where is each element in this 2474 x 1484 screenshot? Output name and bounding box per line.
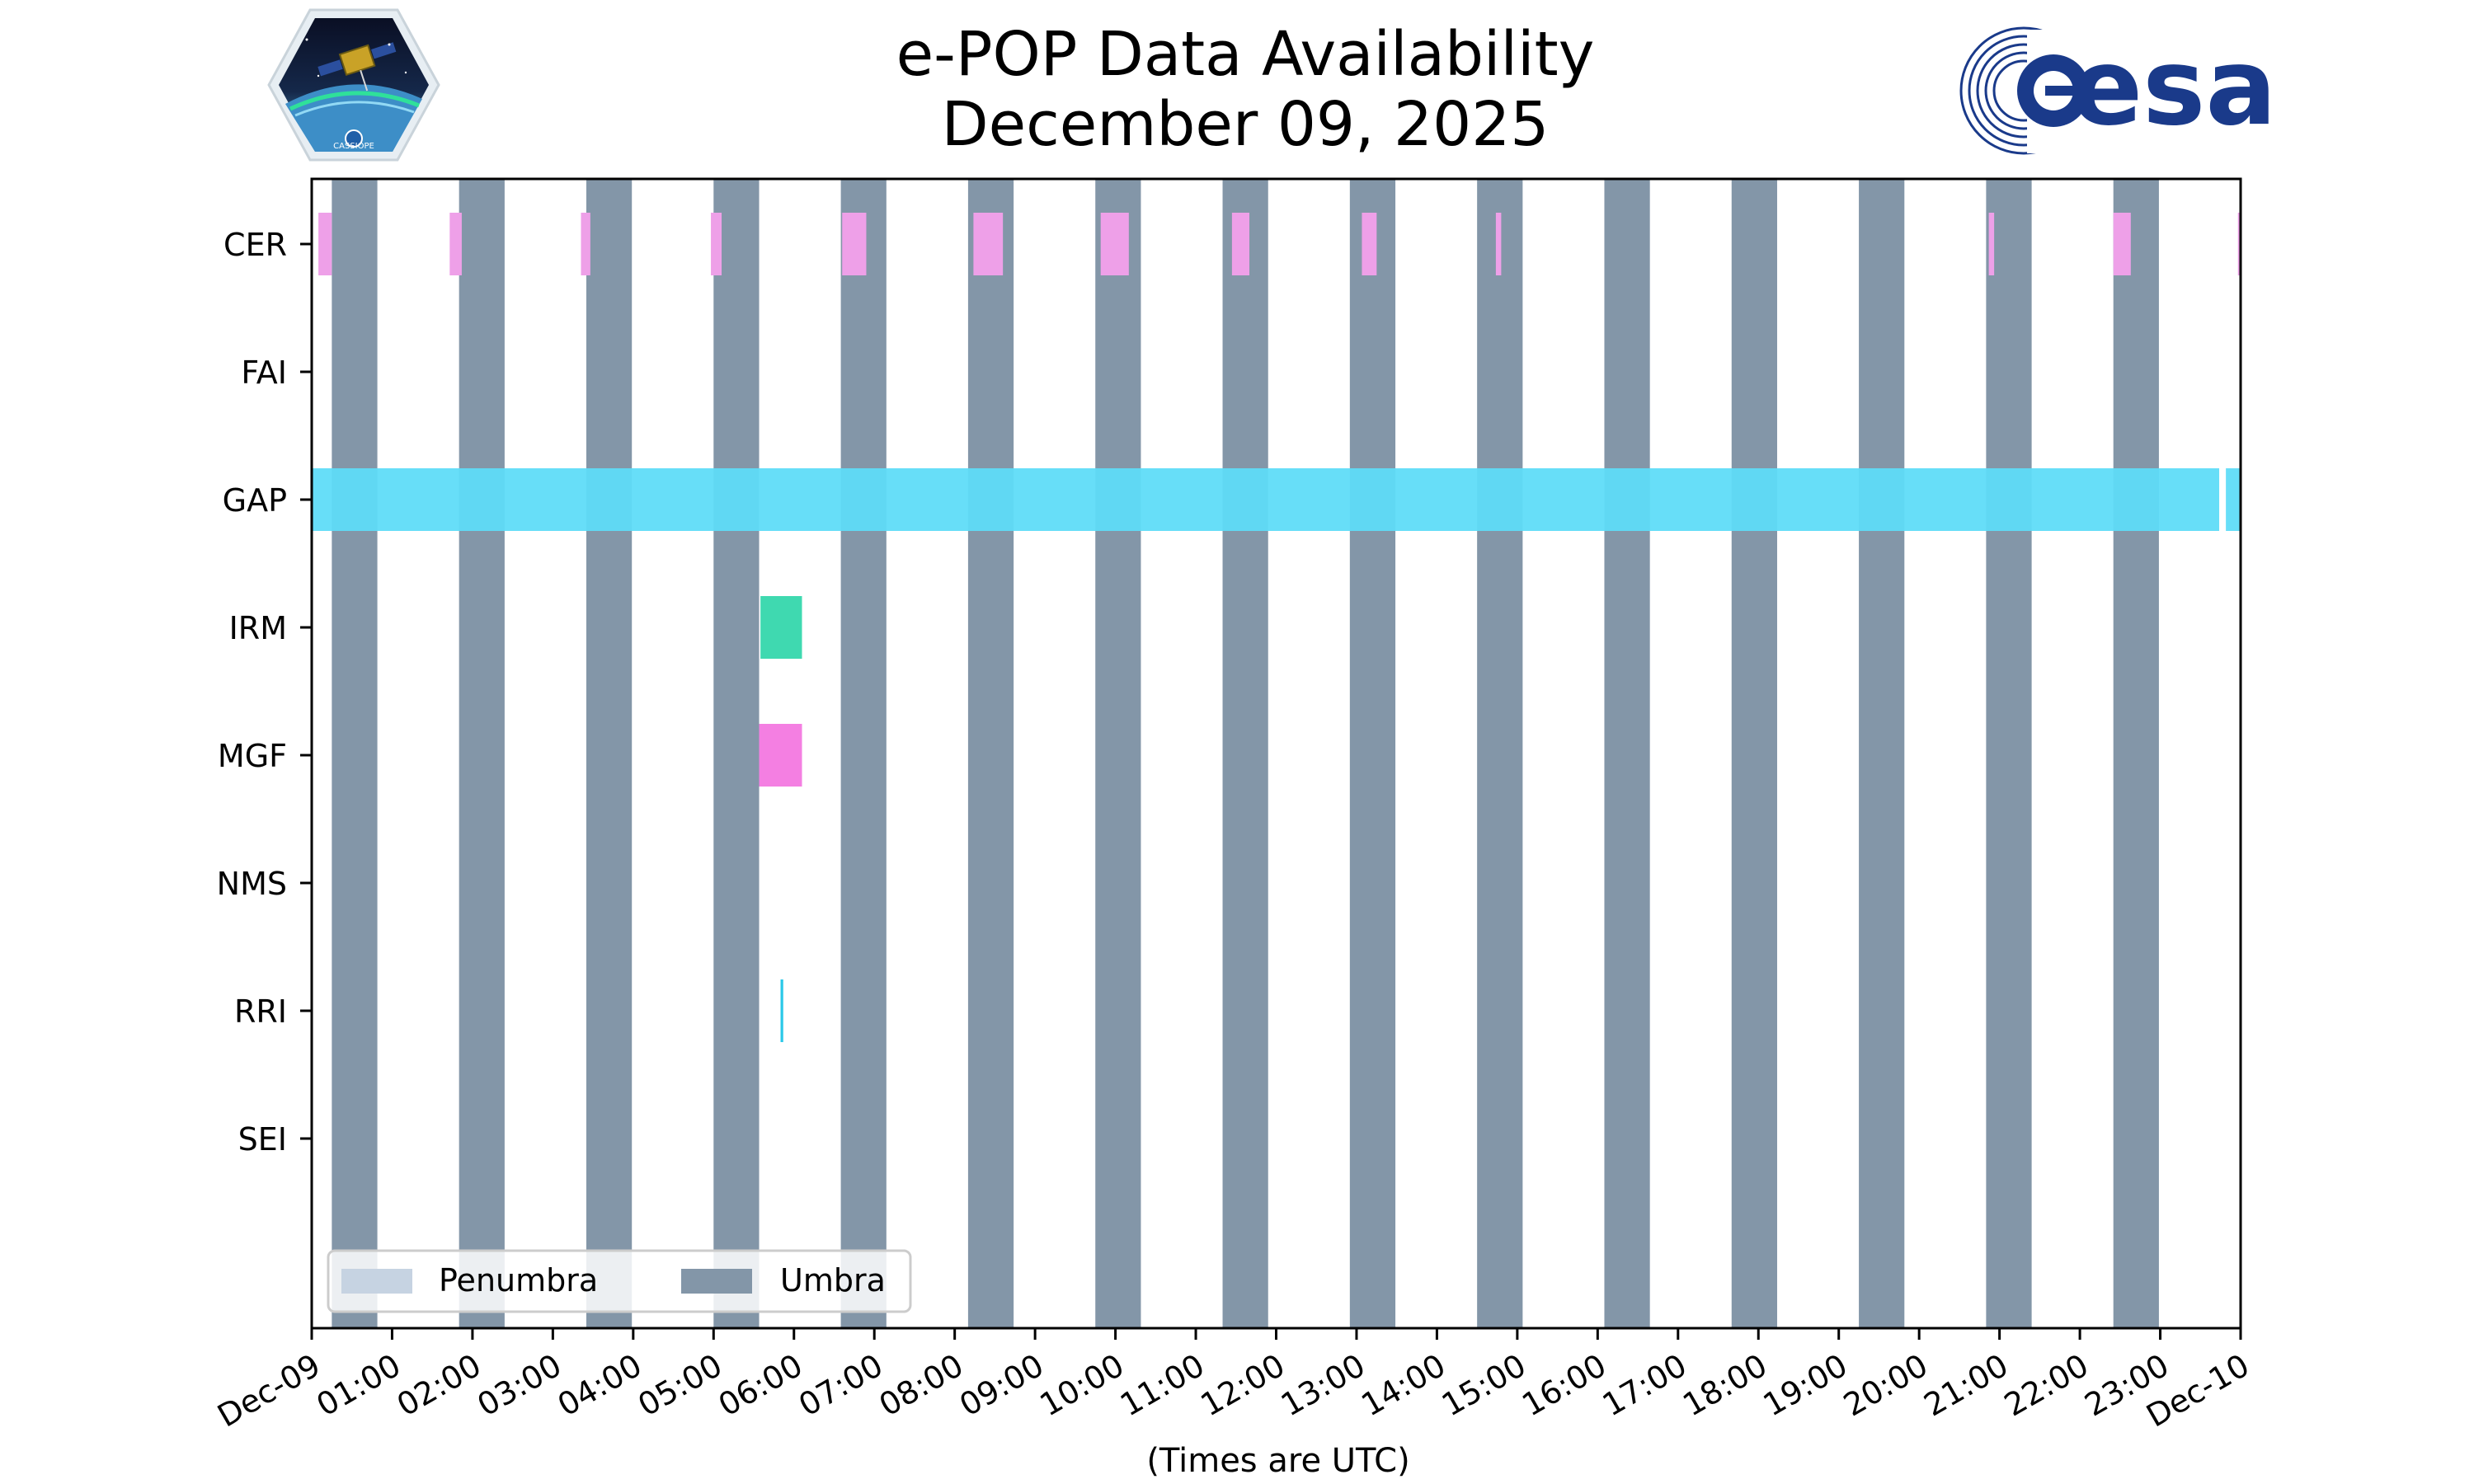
availability-bar-cer xyxy=(1100,213,1129,275)
x-tick-label: 14:00 xyxy=(1355,1347,1451,1424)
chart-title: e-POP Data Availability December 09, 202… xyxy=(833,20,1658,160)
umbra-band xyxy=(1095,179,1141,1328)
x-tick-label: 07:00 xyxy=(793,1347,889,1424)
availability-bar-gap xyxy=(312,468,2220,531)
availability-bar-cer xyxy=(1362,213,1377,275)
x-tick-label: 16:00 xyxy=(1516,1347,1612,1424)
x-tick-label: 03:00 xyxy=(471,1347,567,1424)
y-tick-label: IRM xyxy=(229,610,287,646)
availability-bar-cer xyxy=(711,213,722,275)
x-tick-label: 02:00 xyxy=(391,1347,487,1424)
availability-bar-mgf xyxy=(759,724,802,787)
legend-label-umbra: Umbra xyxy=(780,1262,886,1298)
umbra-band xyxy=(1986,179,2032,1328)
availability-bar-irm xyxy=(760,596,802,659)
availability-bar-rri xyxy=(780,979,783,1042)
x-tick-label: 20:00 xyxy=(1837,1347,1934,1424)
x-tick-label: 12:00 xyxy=(1194,1347,1291,1424)
x-tick-label: 06:00 xyxy=(713,1347,809,1424)
umbra-band xyxy=(1859,179,1905,1328)
legend: Penumbra Umbra xyxy=(327,1249,912,1313)
y-tick-label: FAI xyxy=(241,355,287,391)
y-tick-label: NMS xyxy=(217,866,287,902)
umbra-band xyxy=(840,179,887,1328)
x-tick-label: 22:00 xyxy=(1998,1347,2095,1424)
umbra-band xyxy=(713,179,760,1328)
plot-area xyxy=(312,179,2241,1328)
y-tick-label: SEI xyxy=(238,1121,287,1158)
x-tick-label: 10:00 xyxy=(1034,1347,1131,1424)
legend-label-penumbra: Penumbra xyxy=(439,1262,598,1298)
umbra-band xyxy=(1731,179,1777,1328)
x-tick-label: 01:00 xyxy=(310,1347,407,1424)
esa-logo: esa xyxy=(1959,26,2277,155)
availability-bar-gap xyxy=(2226,468,2241,531)
chart-title-line1: e-POP Data Availability xyxy=(896,19,1595,90)
availability-bar-cer xyxy=(1231,213,1250,275)
availability-bar-cer xyxy=(2113,213,2131,275)
umbra-band xyxy=(1349,179,1396,1328)
x-tick-label: 18:00 xyxy=(1677,1347,1773,1424)
x-tick-label: 05:00 xyxy=(632,1347,728,1424)
x-tick-label: 04:00 xyxy=(552,1347,648,1424)
chart-title-line2: December 09, 2025 xyxy=(941,89,1550,160)
x-tick-label: 13:00 xyxy=(1275,1347,1371,1424)
x-tick-label: 11:00 xyxy=(1114,1347,1211,1424)
umbra-band xyxy=(967,179,1014,1328)
cassiope-logo-text: CASSIOPE xyxy=(333,142,374,151)
umbra-band xyxy=(586,179,633,1328)
y-tick-label: GAP xyxy=(223,482,287,519)
availability-bar-cer xyxy=(842,213,867,275)
availability-bar-cer xyxy=(2237,213,2241,275)
x-axis-label: (Times are UTC) xyxy=(1146,1442,1410,1480)
x-tick-label: Dec-09 xyxy=(211,1347,326,1435)
umbra-band xyxy=(1222,179,1268,1328)
legend-swatch-umbra xyxy=(681,1269,752,1294)
availability-bar-cer xyxy=(581,213,590,275)
availability-bar-cer xyxy=(449,213,462,275)
legend-swatch-penumbra xyxy=(341,1269,412,1294)
availability-bar-cer xyxy=(1495,213,1502,275)
esa-logo-text: esa xyxy=(2071,26,2276,149)
x-tick-label: 17:00 xyxy=(1597,1347,1693,1424)
umbra-band xyxy=(332,179,378,1328)
x-tick-label: 21:00 xyxy=(1918,1347,2015,1424)
availability-bar-cer xyxy=(1988,213,1995,275)
availability-bar-cer xyxy=(318,213,332,275)
y-tick-label: RRI xyxy=(234,993,287,1030)
availability-bar-cer xyxy=(973,213,1004,275)
x-tick-label: 19:00 xyxy=(1757,1347,1854,1424)
umbra-band xyxy=(1477,179,1523,1328)
umbra-band xyxy=(459,179,505,1328)
y-tick-label: CER xyxy=(223,227,287,263)
x-tick-label: 15:00 xyxy=(1436,1347,1532,1424)
x-tick-label: 08:00 xyxy=(873,1347,970,1424)
y-tick-label: MGF xyxy=(218,738,287,774)
legend-box xyxy=(327,1249,912,1313)
cassiope-mission-logo: CASSIOPE xyxy=(267,8,440,162)
umbra-band xyxy=(2113,179,2159,1328)
x-tick-label: 09:00 xyxy=(953,1347,1050,1424)
umbra-band xyxy=(1604,179,1650,1328)
